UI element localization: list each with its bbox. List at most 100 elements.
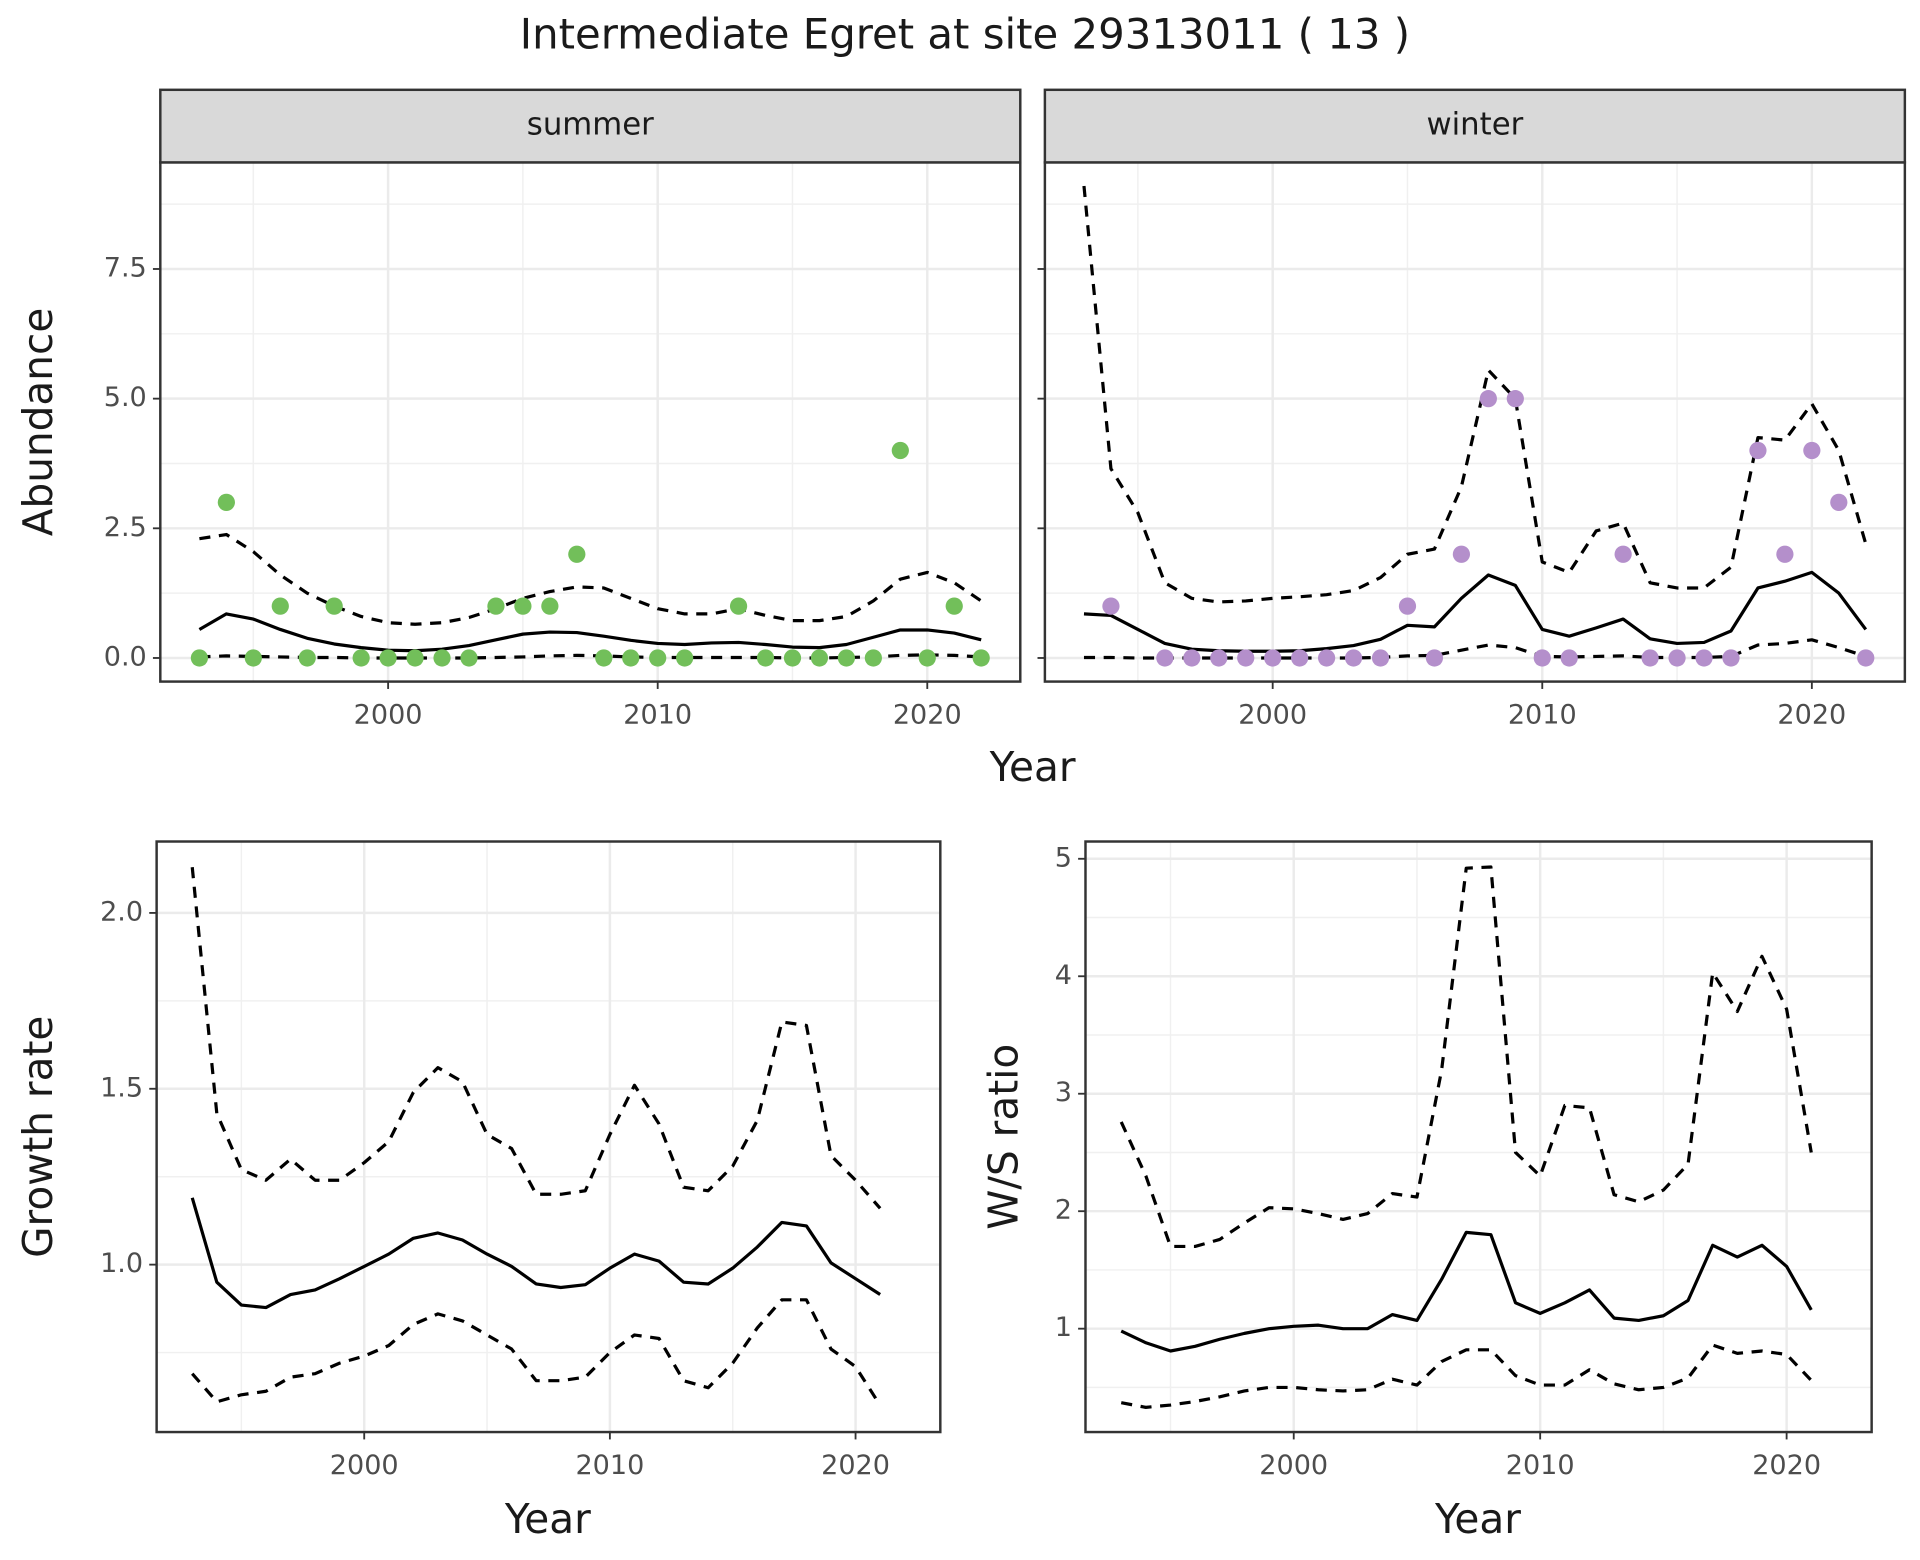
point bbox=[1641, 649, 1659, 667]
y-tick-label: 3 bbox=[1055, 1077, 1072, 1108]
point bbox=[1210, 649, 1228, 667]
x-axis-title: Year bbox=[504, 1495, 591, 1543]
x-tick-label: 2000 bbox=[1259, 1450, 1328, 1481]
panel-background bbox=[1085, 841, 1872, 1433]
point bbox=[676, 649, 694, 667]
strip bbox=[159, 88, 1022, 164]
point bbox=[1291, 649, 1309, 667]
x-tick-label: 2020 bbox=[1777, 700, 1846, 731]
point bbox=[541, 597, 559, 615]
point bbox=[568, 545, 586, 563]
point bbox=[1156, 649, 1174, 667]
x-tick-label: 2000 bbox=[330, 1450, 399, 1481]
point bbox=[1749, 441, 1767, 460]
y-tick-label: 2 bbox=[1055, 1195, 1072, 1226]
point bbox=[271, 597, 289, 615]
point bbox=[1533, 649, 1551, 667]
x-axis-title: Year bbox=[989, 743, 1076, 791]
point bbox=[1102, 597, 1120, 615]
x-tick-label: 2020 bbox=[821, 1450, 890, 1481]
point bbox=[1614, 545, 1632, 563]
point bbox=[1371, 649, 1390, 667]
point bbox=[190, 649, 209, 667]
point bbox=[352, 649, 370, 667]
panel-border bbox=[1084, 840, 1873, 1434]
point bbox=[1398, 597, 1417, 615]
point bbox=[1695, 649, 1713, 667]
line bbox=[198, 612, 982, 653]
line bbox=[1119, 865, 1813, 1249]
point bbox=[1803, 441, 1821, 460]
point bbox=[379, 649, 397, 667]
panel-background bbox=[160, 162, 1021, 682]
point bbox=[595, 649, 613, 667]
y-tick-label: 2.0 bbox=[100, 896, 143, 927]
point bbox=[1857, 649, 1875, 667]
point bbox=[325, 597, 343, 615]
y-tick-label: 7.5 bbox=[104, 252, 147, 283]
point bbox=[945, 597, 963, 615]
line bbox=[199, 532, 983, 626]
x-tick-label: 2010 bbox=[1508, 700, 1577, 731]
y-tick-label: 4 bbox=[1055, 960, 1072, 991]
point bbox=[622, 649, 640, 667]
strip bbox=[1043, 88, 1907, 164]
y-tick-label: 2.5 bbox=[104, 512, 147, 543]
point bbox=[756, 649, 775, 667]
point bbox=[783, 649, 802, 667]
strip-label: winter bbox=[1426, 107, 1523, 143]
line bbox=[1083, 570, 1868, 653]
point bbox=[810, 649, 829, 667]
point bbox=[487, 597, 505, 615]
point bbox=[837, 649, 856, 667]
y-tick-label: 1.0 bbox=[100, 1248, 143, 1279]
point bbox=[244, 649, 262, 667]
point bbox=[1452, 545, 1471, 563]
point bbox=[1183, 649, 1201, 667]
point bbox=[918, 649, 936, 667]
point bbox=[514, 597, 532, 615]
figure-title: Intermediate Egret at site 29313011 ( 13… bbox=[520, 9, 1410, 58]
panel-border bbox=[155, 840, 942, 1434]
y-tick-label: 1.5 bbox=[100, 1072, 143, 1103]
y-axis-title: Abundance bbox=[14, 308, 62, 537]
x-tick-label: 2010 bbox=[623, 700, 692, 731]
y-tick-label: 5 bbox=[1055, 842, 1072, 873]
y-tick-label: 0.0 bbox=[104, 641, 147, 672]
point bbox=[729, 597, 748, 615]
point bbox=[1479, 390, 1497, 408]
point bbox=[1668, 649, 1686, 667]
y-axis-title: Growth rate bbox=[14, 1016, 62, 1258]
point bbox=[972, 649, 990, 667]
x-axis-title: Year bbox=[1434, 1495, 1521, 1543]
point bbox=[1317, 649, 1336, 667]
line bbox=[190, 867, 882, 1210]
panel-background bbox=[156, 841, 941, 1433]
line bbox=[1120, 1230, 1813, 1353]
y-tick-label: 5.0 bbox=[104, 382, 147, 413]
line bbox=[191, 1298, 882, 1407]
point bbox=[649, 649, 667, 667]
point bbox=[1425, 649, 1444, 667]
x-tick-label: 2000 bbox=[1238, 700, 1307, 731]
line bbox=[190, 1197, 881, 1310]
point bbox=[433, 649, 451, 667]
point bbox=[1237, 649, 1255, 667]
point bbox=[1722, 649, 1740, 667]
x-tick-label: 2000 bbox=[354, 700, 423, 731]
x-tick-label: 2020 bbox=[1752, 1450, 1821, 1481]
point bbox=[217, 493, 235, 511]
point bbox=[298, 649, 316, 667]
point bbox=[1344, 649, 1363, 667]
strip-label: summer bbox=[527, 107, 654, 143]
point bbox=[1506, 390, 1524, 408]
y-tick-label: 1 bbox=[1055, 1312, 1072, 1343]
y-axis-title: W/S ratio bbox=[980, 1044, 1028, 1230]
point bbox=[864, 649, 882, 667]
x-tick-label: 2010 bbox=[1506, 1450, 1575, 1481]
point bbox=[1560, 649, 1578, 667]
point bbox=[1776, 545, 1794, 563]
point bbox=[1830, 493, 1848, 511]
x-tick-label: 2010 bbox=[575, 1450, 644, 1481]
line bbox=[1120, 1343, 1813, 1409]
